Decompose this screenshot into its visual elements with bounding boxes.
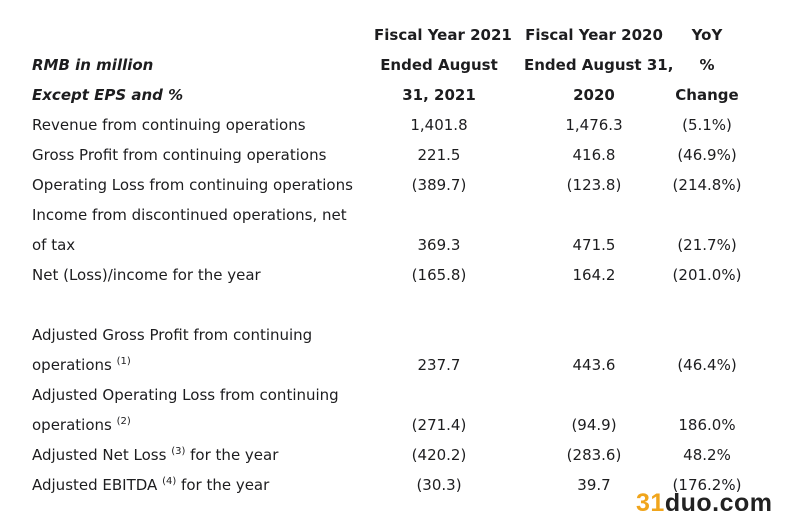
value-fy2021: 221.5	[417, 146, 461, 164]
row-label: Revenue from continuing operations	[32, 116, 306, 134]
table-row-adj-operating-loss-label: Adjusted Operating Loss from continuing	[0, 380, 800, 410]
footnote-marker: (2)	[116, 416, 131, 427]
value-yoy: (176.2%)	[672, 476, 742, 494]
value-yoy: (46.9%)	[677, 146, 737, 164]
value-fy2021: 369.3	[417, 236, 461, 254]
value-fy2021: (271.4)	[411, 416, 467, 434]
table-row-discontinued-label: Income from discontinued operations, net	[0, 200, 800, 230]
value-fy2020: (94.9)	[571, 416, 617, 434]
watermark-logo: 31duo.com	[636, 488, 772, 518]
header-row-1: Fiscal Year 2021 Fiscal Year 2020 YoY	[0, 20, 800, 50]
value-fy2020: 443.6	[572, 356, 616, 374]
value-yoy: 48.2%	[683, 446, 731, 464]
header-yoy-line2: %	[699, 56, 715, 74]
table-row-adj-operating-loss: operations (2) (271.4) (94.9) 186.0%	[0, 410, 800, 440]
footnote-marker: (4)	[162, 476, 177, 487]
value-yoy: (46.4%)	[677, 356, 737, 374]
footnote-marker: (3)	[171, 446, 186, 457]
row-label: Gross Profit from continuing operations	[32, 146, 327, 164]
header-fy2021-line2: Ended August	[380, 56, 498, 74]
table-row-operating-loss: Operating Loss from continuing operation…	[0, 170, 800, 200]
row-label-line1: Adjusted Operating Loss from continuing	[32, 386, 339, 404]
value-fy2020: 164.2	[572, 266, 616, 284]
row-label-pre: Adjusted Net Loss	[32, 446, 167, 464]
value-fy2021: (389.7)	[411, 176, 467, 194]
value-fy2020: (283.6)	[566, 446, 622, 464]
row-label-line1: Adjusted Gross Profit from continuing	[32, 326, 313, 344]
table-row-discontinued: of tax 369.3 471.5 (21.7%)	[0, 230, 800, 260]
table-row-adj-net-loss: Adjusted Net Loss (3) for the year (420.…	[0, 440, 800, 470]
row-label-wrap: Adjusted EBITDA (4) for the year	[32, 470, 382, 500]
row-label-pre: Adjusted EBITDA	[32, 476, 158, 494]
table-row-net-income: Net (Loss)/income for the year (165.8) 1…	[0, 260, 800, 290]
row-label-wrap: Adjusted Net Loss (3) for the year	[32, 440, 382, 470]
value-yoy: 186.0%	[678, 416, 736, 434]
value-yoy: (5.1%)	[682, 116, 732, 134]
row-label: Operating Loss from continuing operation…	[32, 176, 353, 194]
header-yoy-line1: YoY	[691, 26, 723, 44]
value-fy2020: 39.7	[577, 476, 611, 494]
header-label-except: Except EPS and %	[32, 86, 184, 104]
row-label: Net (Loss)/income for the year	[32, 266, 261, 284]
header-fy2020-line2: Ended August 31,	[524, 56, 674, 74]
value-fy2020: 471.5	[572, 236, 616, 254]
table-row-adj-ebitda: Adjusted EBITDA (4) for the year (30.3) …	[0, 470, 800, 500]
watermark-part1: 31	[636, 489, 665, 517]
header-fy2020-line1: Fiscal Year 2020	[525, 26, 663, 44]
value-yoy: (21.7%)	[677, 236, 737, 254]
table-row-adj-gross-profit: operations (1) 237.7 443.6 (46.4%)	[0, 350, 800, 380]
header-row-2: RMB in million Ended August Ended August…	[0, 50, 800, 80]
table-row-adj-gross-profit-label: Adjusted Gross Profit from continuing	[0, 320, 800, 350]
value-yoy: (201.0%)	[672, 266, 742, 284]
value-yoy: (214.8%)	[672, 176, 742, 194]
value-fy2020: 1,476.3	[565, 116, 623, 134]
value-fy2021: 237.7	[417, 356, 461, 374]
table-row-gross-profit: Gross Profit from continuing operations …	[0, 140, 800, 170]
header-label-rmb: RMB in million	[32, 56, 154, 74]
header-fy2020-line3: 2020	[573, 86, 615, 104]
value-fy2021: (420.2)	[411, 446, 467, 464]
row-label-line2-wrap: operations (2)	[32, 410, 382, 440]
row-label-line1: Income from discontinued operations, net	[32, 206, 347, 224]
row-label-line2: of tax	[32, 236, 76, 254]
value-fy2021: (165.8)	[411, 266, 467, 284]
header-fy2021-line1: Fiscal Year 2021	[374, 26, 512, 44]
footnote-marker: (1)	[116, 356, 131, 367]
row-label-line2: operations	[32, 416, 112, 434]
value-fy2020: 416.8	[572, 146, 616, 164]
row-label-line2-wrap: operations (1)	[32, 350, 382, 380]
value-fy2020: (123.8)	[566, 176, 622, 194]
row-label-post: for the year	[190, 446, 279, 464]
value-fy2021: (30.3)	[416, 476, 462, 494]
value-fy2021: 1,401.8	[410, 116, 468, 134]
table-row-revenue: Revenue from continuing operations 1,401…	[0, 110, 800, 140]
watermark-part2: duo.com	[664, 489, 773, 517]
header-yoy-line3: Change	[675, 86, 739, 104]
row-label-post: for the year	[181, 476, 270, 494]
row-label-line2: operations	[32, 356, 112, 374]
header-fy2021-line3: 31, 2021	[402, 86, 476, 104]
header-row-3: Except EPS and % 31, 2021 2020 Change	[0, 80, 800, 110]
